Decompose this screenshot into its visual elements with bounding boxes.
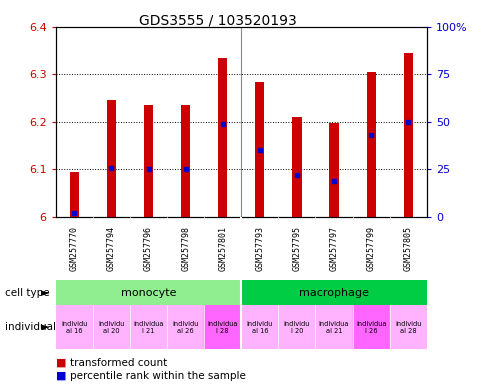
Bar (329, 123, 338, 217)
Text: individua
l 21: individua l 21 (133, 321, 164, 334)
Text: GSM257796: GSM257796 (144, 226, 153, 271)
Text: individua
al 21: individua al 21 (318, 321, 348, 334)
Bar (352, 305, 389, 349)
Text: monocyte: monocyte (121, 288, 176, 298)
Text: GSM257794: GSM257794 (106, 226, 116, 271)
Bar (315, 305, 352, 349)
Text: individu
al 26: individu al 26 (172, 321, 198, 334)
Text: macrophage: macrophage (299, 288, 368, 298)
Text: ■: ■ (56, 358, 66, 368)
Bar (56, 280, 241, 305)
Bar (278, 305, 315, 349)
Bar (241, 305, 278, 349)
Bar (292, 117, 301, 217)
Text: ►: ► (41, 288, 49, 298)
Bar (241, 280, 426, 305)
Text: GSM257801: GSM257801 (218, 226, 227, 271)
Bar (93, 305, 130, 349)
Text: GSM257805: GSM257805 (403, 226, 412, 271)
Bar (218, 58, 227, 217)
Text: individua
l 26: individua l 26 (355, 321, 386, 334)
Text: individu
l 20: individu l 20 (283, 321, 309, 334)
Text: GDS3555 / 103520193: GDS3555 / 103520193 (139, 13, 297, 27)
Text: GSM257798: GSM257798 (181, 226, 190, 271)
Text: GSM257793: GSM257793 (255, 226, 264, 271)
Bar (389, 305, 426, 349)
Text: cell type: cell type (5, 288, 49, 298)
Text: individu
al 16: individu al 16 (61, 321, 87, 334)
Text: GSM257797: GSM257797 (329, 226, 338, 271)
Text: individu
al 28: individu al 28 (394, 321, 421, 334)
Text: GSM257795: GSM257795 (292, 226, 301, 271)
Bar (366, 72, 375, 217)
Text: individu
al 20: individu al 20 (98, 321, 124, 334)
Text: ■: ■ (56, 371, 66, 381)
Bar (204, 305, 241, 349)
Text: GSM257770: GSM257770 (70, 226, 79, 271)
Text: transformed count: transformed count (70, 358, 167, 368)
Bar (255, 83, 264, 217)
Text: individu
al 16: individu al 16 (246, 321, 272, 334)
Bar (403, 53, 412, 217)
Bar (144, 105, 153, 217)
Bar (166, 305, 204, 349)
Text: individua
l 28: individua l 28 (207, 321, 238, 334)
Text: percentile rank within the sample: percentile rank within the sample (70, 371, 246, 381)
Bar (181, 105, 190, 217)
Bar (70, 172, 79, 217)
Text: ►: ► (41, 322, 49, 333)
Text: GSM257799: GSM257799 (366, 226, 375, 271)
Bar (56, 305, 93, 349)
Bar (130, 305, 166, 349)
Text: individual: individual (5, 322, 56, 333)
Bar (106, 99, 116, 217)
